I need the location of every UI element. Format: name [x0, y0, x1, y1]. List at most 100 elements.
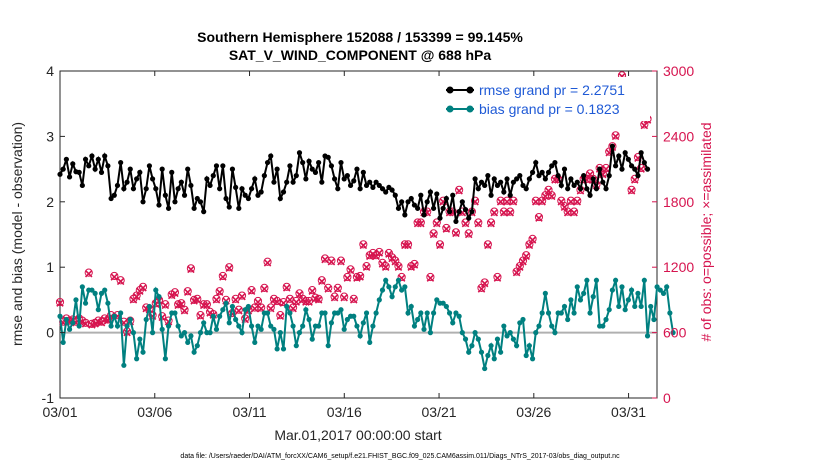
bias-point [667, 310, 673, 316]
rmse-point [488, 192, 494, 198]
rmse-point [108, 195, 114, 202]
rmse-point [178, 179, 184, 185]
obs-assimilated-point [260, 285, 269, 293]
rmse-point [456, 209, 462, 215]
bias-point [383, 277, 389, 283]
obs-possible-point [464, 229, 473, 238]
rmse-point [612, 163, 619, 169]
bias-point [654, 284, 660, 290]
bias-point [424, 310, 430, 316]
obs-possible-point [359, 240, 368, 249]
obs-possible-point [180, 305, 189, 314]
rmse-point [600, 179, 606, 185]
obs-possible-point [502, 196, 512, 205]
rmse-point [134, 176, 140, 182]
rmse-point [124, 179, 130, 185]
bias-point [450, 320, 456, 326]
bias-point [507, 330, 513, 336]
y-left-tick-label: 2 [46, 194, 54, 210]
obs-possible-point [263, 257, 272, 266]
bias-point [587, 310, 593, 316]
obs-assimilated-point [522, 252, 530, 261]
obs-assimilated-point [235, 307, 243, 315]
bias-point [287, 310, 293, 316]
obs-assimilated-point [538, 198, 546, 206]
rmse-point [609, 143, 616, 149]
bias-point [153, 287, 159, 293]
bias-point [293, 343, 299, 349]
rmse-point [597, 166, 603, 172]
rmse-point [300, 159, 306, 166]
obs-possible-point [496, 196, 505, 205]
bias-point [542, 290, 548, 296]
bias-point [510, 336, 517, 342]
rmse-point [622, 150, 628, 156]
obs-assimilated-point [573, 198, 582, 206]
bias-point [443, 303, 449, 310]
obs-possible-point [416, 218, 425, 227]
bias-point [175, 323, 181, 329]
rmse-point [472, 176, 478, 182]
obs-assimilated-point [286, 296, 294, 304]
obs-assimilated-point [525, 241, 534, 250]
bias-point [60, 339, 66, 346]
obs-assimilated-point [417, 219, 425, 228]
obs-assimilated-point [563, 208, 572, 217]
legend-bias-marker-2 [466, 105, 474, 113]
rmse-point [293, 173, 299, 179]
bias-point [89, 287, 95, 293]
bias-point [434, 297, 440, 303]
obs-assimilated-point [273, 298, 281, 306]
rmse-point [370, 184, 376, 191]
obs-possible-point [506, 207, 515, 216]
obs-possible-point [547, 191, 556, 200]
obs-assimilated-point [308, 287, 317, 295]
rmse-point [79, 182, 85, 189]
bias-point [622, 307, 628, 313]
bias-point [552, 330, 558, 336]
rmse-point [373, 179, 379, 185]
obs-possible-point [183, 287, 192, 296]
bias-point [98, 290, 105, 296]
rmse-point [469, 209, 475, 215]
bias-point [296, 330, 303, 336]
obs-possible-point [276, 311, 285, 320]
obs-assimilated-point [337, 257, 345, 266]
bias-point [143, 316, 149, 323]
obs-assimilated-point [547, 192, 556, 201]
bias-point [644, 333, 651, 339]
bias-point [300, 323, 306, 329]
rmse-point [593, 186, 600, 192]
rmse-point [156, 202, 162, 208]
obs-possible-point [435, 240, 445, 249]
bias-point [561, 303, 568, 310]
rmse-point [70, 161, 76, 167]
bias-point [670, 330, 676, 336]
rmse-point [523, 186, 529, 192]
rmse-point [354, 166, 360, 172]
obs-assimilated-point [193, 296, 202, 304]
obs-possible-point [202, 300, 211, 309]
rmse-point [66, 174, 73, 180]
bias-point [325, 343, 331, 349]
rmse-point [284, 179, 290, 185]
bias-point [472, 330, 478, 336]
rmse-point [316, 159, 322, 166]
bias-point [165, 323, 172, 329]
bias-point [303, 307, 309, 313]
bias-point [376, 297, 382, 303]
rmse-point [450, 192, 456, 198]
obs-possible-point [611, 131, 620, 140]
obs-possible-point [55, 297, 65, 307]
bias-point [411, 323, 418, 329]
bias-point [79, 284, 85, 290]
rmse-point [504, 176, 510, 182]
rmse-point [306, 158, 312, 164]
rmse-point [335, 186, 341, 192]
y-left-tick-label: 0 [46, 325, 54, 341]
rmse-point [274, 166, 280, 172]
rmse-point [82, 156, 89, 162]
rmse-point [568, 176, 574, 182]
bias-point [421, 326, 427, 332]
bias-point [217, 313, 223, 319]
